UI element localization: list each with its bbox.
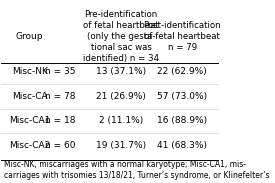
- Text: n = 18: n = 18: [45, 116, 75, 125]
- Text: Misc-CA1: Misc-CA1: [9, 116, 50, 125]
- Text: 13 (37.1%): 13 (37.1%): [96, 67, 146, 76]
- Text: Misc-NK: Misc-NK: [12, 67, 48, 76]
- Text: Misc-NK, miscarriages with a normal karyotype; Misc-CA1, mis-
carriages with tri: Misc-NK, miscarriages with a normal kary…: [4, 160, 269, 180]
- Text: Misc-CA2: Misc-CA2: [9, 141, 50, 150]
- Text: 21 (26.9%): 21 (26.9%): [96, 92, 146, 101]
- Text: Post-identification
of fetal heartbeat
n = 79: Post-identification of fetal heartbeat n…: [143, 21, 221, 52]
- Text: 16 (88.9%): 16 (88.9%): [157, 116, 207, 125]
- Text: n = 78: n = 78: [45, 92, 75, 101]
- Text: n = 35: n = 35: [45, 67, 75, 76]
- Text: 22 (62.9%): 22 (62.9%): [157, 67, 207, 76]
- Text: Pre-identification
of fetal heartbeat
(only the gesta-
tional sac was
identified: Pre-identification of fetal heartbeat (o…: [83, 10, 159, 63]
- Text: 41 (68.3%): 41 (68.3%): [157, 141, 207, 150]
- Text: 19 (31.7%): 19 (31.7%): [96, 141, 146, 150]
- Text: Group: Group: [16, 32, 43, 41]
- Text: 57 (73.0%): 57 (73.0%): [157, 92, 207, 101]
- Text: n = 60: n = 60: [45, 141, 75, 150]
- Text: 2 (11.1%): 2 (11.1%): [99, 116, 143, 125]
- Text: Misc-CA: Misc-CA: [12, 92, 48, 101]
